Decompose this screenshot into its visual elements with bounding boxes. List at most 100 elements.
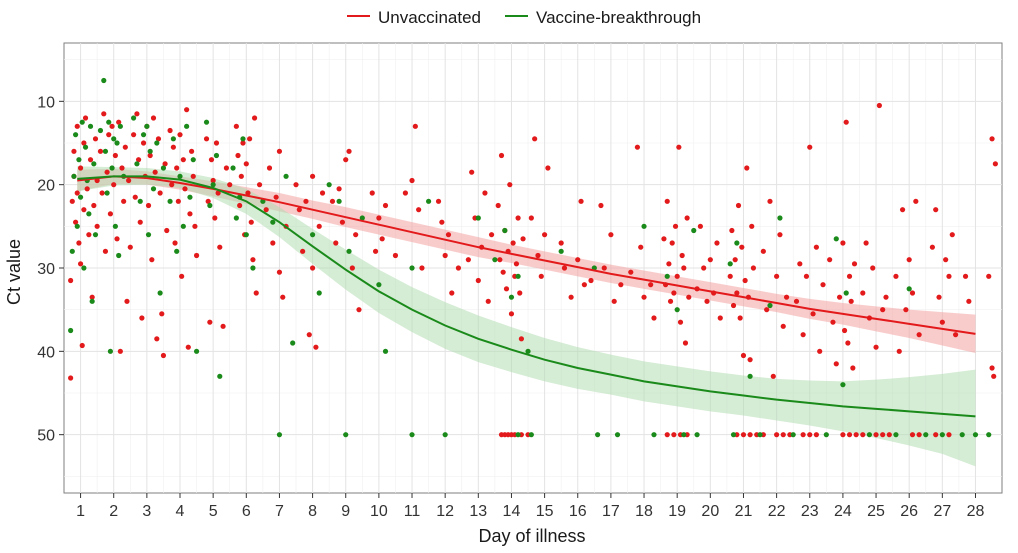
vaccine-breakthrough-point	[727, 261, 733, 267]
vaccine-breakthrough-point	[508, 294, 515, 300]
unvaccinated-point	[190, 173, 196, 179]
unvaccinated-point	[99, 190, 105, 196]
vaccine-breakthrough-point	[409, 265, 415, 271]
unvaccinated-point	[667, 298, 674, 304]
unvaccinated-point	[79, 342, 85, 349]
unvaccinated-point	[313, 344, 319, 350]
vaccine-breakthrough-point	[137, 198, 143, 204]
unvaccinated-point	[106, 132, 112, 138]
unvaccinated-point	[179, 273, 185, 279]
unvaccinated-point	[508, 311, 515, 317]
unvaccinated-point	[510, 240, 516, 246]
unvaccinated-point	[170, 144, 176, 150]
unvaccinated-point	[730, 302, 737, 309]
unvaccinated-point	[184, 107, 190, 113]
unvaccinated-point	[485, 298, 491, 304]
vaccine-breakthrough-point	[193, 348, 200, 354]
unvaccinated-point	[356, 307, 362, 313]
x-tick-label: 15	[536, 503, 554, 520]
unvaccinated-point	[263, 207, 269, 213]
vaccine-breakthrough-point	[207, 202, 213, 209]
unvaccinated-point	[114, 236, 120, 242]
unvaccinated-point	[73, 219, 79, 225]
unvaccinated-point	[734, 290, 740, 296]
x-tick-label: 23	[801, 503, 819, 520]
unvaccinated-point	[669, 240, 675, 246]
confidence-bands	[77, 166, 976, 467]
unvaccinated-point	[936, 294, 942, 300]
unvaccinated-point	[69, 198, 75, 204]
axes: 1 2 3 4 5 6 7 8 9 10 11 12 13 14 15 16 17 18 19 20 21 22 23 24 2…	[37, 94, 984, 520]
vaccine-breakthrough-point	[116, 252, 122, 259]
vaccine-breakthrough-point	[190, 157, 196, 163]
vaccine-breakthrough-point	[757, 432, 763, 438]
unvaccinated-point	[131, 132, 137, 138]
unvaccinated-point	[807, 432, 813, 438]
unvaccinated-point	[149, 257, 155, 263]
unvaccinated-point	[664, 432, 670, 438]
vaccine-breakthrough-point	[102, 148, 109, 154]
vaccine-breakthrough-point	[502, 227, 508, 234]
unvaccinated-point	[946, 432, 952, 438]
vaccine-breakthrough-confidence-band	[77, 166, 976, 467]
unvaccinated-point	[435, 198, 442, 204]
unvaccinated-point	[449, 290, 455, 296]
unvaccinated-point	[213, 140, 220, 146]
unvaccinated-point	[528, 215, 534, 221]
unvaccinated-point	[392, 252, 399, 259]
unvaccinated-point	[193, 252, 200, 259]
unvaccinated-point	[336, 186, 342, 192]
vaccine-breakthrough-point	[843, 290, 849, 296]
unvaccinated-point	[439, 219, 445, 225]
unvaccinated-point	[845, 340, 851, 346]
unvaccinated-point	[273, 194, 279, 200]
unvaccinated-point	[416, 207, 422, 213]
vaccine-breakthrough-point	[240, 136, 246, 142]
vaccine-breakthrough-point	[906, 286, 912, 292]
unvaccinated-point	[800, 432, 806, 438]
unvaccinated-point	[846, 273, 853, 279]
vaccine-breakthrough-point	[147, 148, 153, 154]
unvaccinated-point	[419, 265, 425, 271]
unvaccinated-point	[126, 177, 132, 184]
unvaccinated-point	[86, 232, 92, 238]
unvaccinated-point	[966, 298, 972, 304]
unvaccinated-point	[77, 261, 84, 267]
unvaccinated-point	[167, 127, 173, 134]
unvaccinated-point	[747, 357, 753, 363]
unvaccinated-point	[943, 257, 949, 263]
unvaccinated-point	[767, 198, 773, 204]
vaccine-breakthrough-point	[359, 215, 365, 221]
unvaccinated-point	[896, 348, 902, 354]
unvaccinated-point	[840, 240, 846, 246]
vaccine-breakthrough-point	[283, 173, 289, 179]
vaccine-breakthrough-point	[144, 123, 150, 129]
vaccine-breakthrough-point	[528, 432, 534, 438]
unvaccinated-point	[270, 240, 276, 246]
unvaccinated-point	[601, 265, 607, 271]
unvaccinated-point	[127, 244, 133, 250]
unvaccinated-point	[946, 273, 952, 279]
unvaccinated-point	[135, 157, 142, 163]
vaccine-breakthrough-point	[82, 144, 89, 150]
unvaccinated-point	[760, 248, 766, 254]
vaccine-breakthrough-point	[442, 432, 448, 438]
vaccine-breakthrough-point	[681, 432, 687, 438]
unvaccinated-point	[717, 315, 723, 321]
unvaccinated-point	[909, 432, 916, 438]
vaccine-breakthrough-point	[217, 373, 223, 379]
unvaccinated-point	[880, 432, 886, 438]
y-tick-label: 50	[37, 428, 55, 445]
vaccine-breakthrough-point	[525, 348, 531, 354]
vaccine-breakthrough-point	[790, 432, 796, 438]
vaccine-breakthrough-point	[730, 432, 737, 438]
unvaccinated-point	[740, 432, 747, 438]
unvaccinated-point	[256, 182, 263, 188]
unvaccinated-point	[160, 352, 167, 359]
unvaccinated-point	[813, 432, 819, 438]
unvaccinated-point	[558, 240, 564, 246]
unvaccinated-point	[641, 294, 647, 300]
unvaccinated-point	[185, 344, 191, 350]
vaccine-breakthrough-point	[309, 232, 316, 238]
